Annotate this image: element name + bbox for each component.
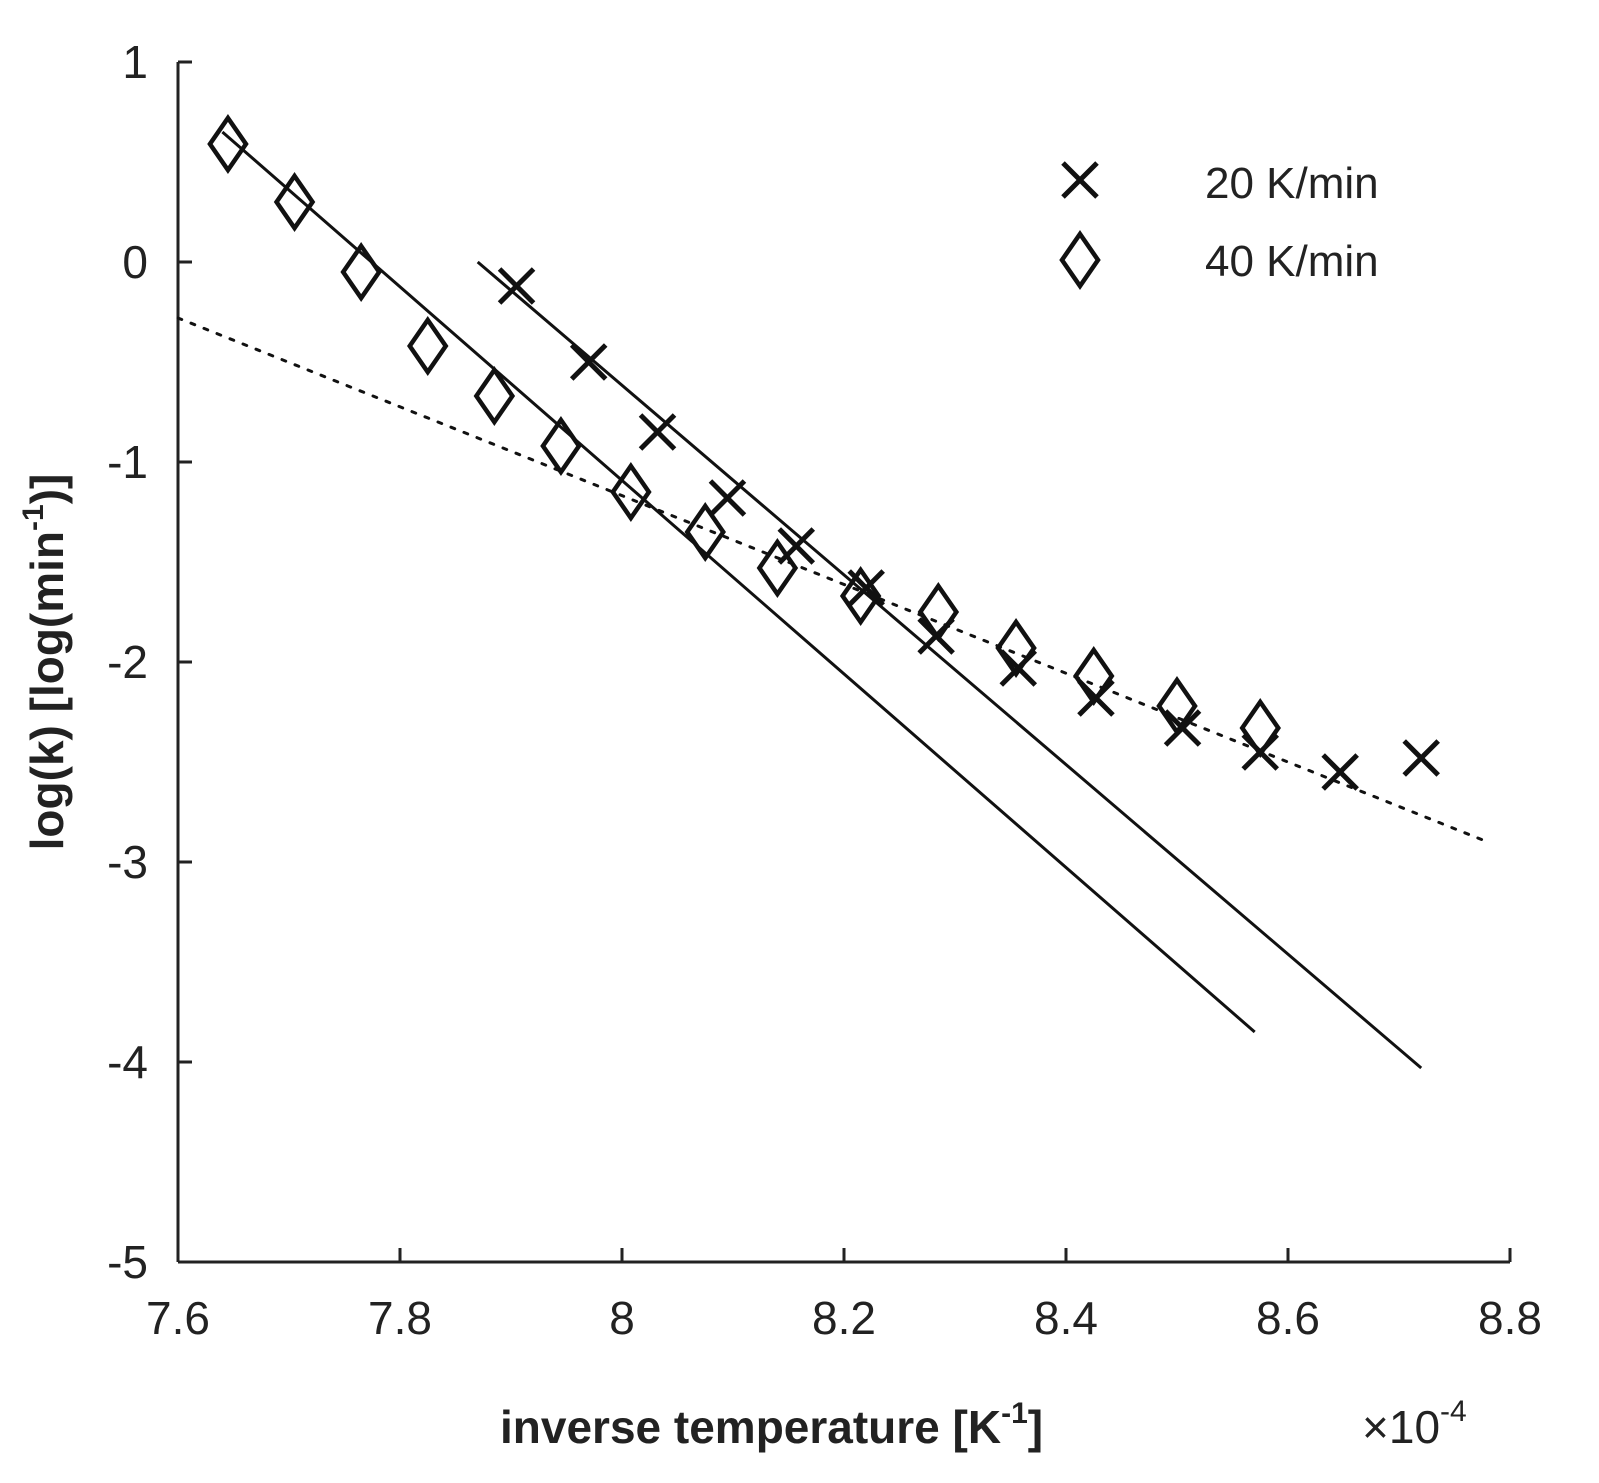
y-tick-label: 1 xyxy=(122,36,148,88)
y-tick-label: -1 xyxy=(107,436,148,488)
data-point-40k xyxy=(1156,676,1198,736)
data-point-20k xyxy=(1163,709,1202,747)
data-point-40k xyxy=(540,416,582,476)
x-axis-title-main: inverse temperature [K xyxy=(500,1401,1001,1453)
y-axis-title: log(k) [log(min-1)] xyxy=(17,474,73,851)
fit-line xyxy=(476,260,1423,1070)
fit-line xyxy=(176,316,1490,844)
x-marker-stroke xyxy=(638,413,677,451)
x-marker-stroke xyxy=(1402,739,1440,777)
fit-line xyxy=(221,130,1256,1034)
x-tick-label: 8.6 xyxy=(1256,1292,1320,1344)
x-multiplier-base: ×10 xyxy=(1362,1401,1440,1453)
data-point-40k xyxy=(917,582,960,642)
data-point-20k xyxy=(497,267,536,305)
legend-label-20k: 20 K/min xyxy=(1205,159,1379,208)
fit-lines xyxy=(176,130,1490,1070)
x-tick-label: 8.4 xyxy=(1034,1292,1098,1344)
x-marker-stroke xyxy=(847,569,885,607)
data-point-40k xyxy=(995,618,1037,678)
legend-entry-20k: 20 K/min xyxy=(1061,159,1379,208)
x-multiplier-exp: -4 xyxy=(1440,1395,1467,1428)
data-point-20k xyxy=(1321,753,1359,791)
x-axis-title: inverse temperature [K-1] xyxy=(500,1397,1043,1453)
legend-marker-x xyxy=(1061,161,1099,199)
data-point-40k xyxy=(207,114,249,174)
data-point-40k xyxy=(839,566,882,626)
x-marker-stroke xyxy=(1321,753,1359,791)
data-point-40k xyxy=(756,538,799,598)
y-axis-title-close: )] xyxy=(21,474,73,505)
data-markers xyxy=(207,114,1440,791)
legend-marker-diamond xyxy=(1059,230,1101,290)
data-point-20k xyxy=(569,343,608,381)
data-point-40k xyxy=(273,172,316,232)
data-point-20k xyxy=(777,527,816,565)
x-tick-label: 8.2 xyxy=(812,1292,876,1344)
data-point-20k xyxy=(708,479,747,517)
x-marker-stroke xyxy=(569,343,608,381)
data-point-40k xyxy=(340,242,382,302)
x-marker-stroke xyxy=(777,527,816,565)
x-marker-stroke xyxy=(497,267,536,305)
data-point-40k xyxy=(610,462,652,522)
x-axis-title-close: ] xyxy=(1028,1401,1043,1453)
data-point-40k xyxy=(1239,698,1281,758)
data-point-20k xyxy=(638,413,677,451)
legend-entry-40k: 40 K/min xyxy=(1059,230,1379,290)
y-axis-title-sup: -1 xyxy=(17,504,50,531)
data-point-40k xyxy=(407,316,449,376)
x-marker-stroke xyxy=(1163,709,1202,747)
data-point-40k xyxy=(684,502,726,562)
data-point-20k xyxy=(1402,739,1440,777)
x-tick-label: 8.8 xyxy=(1478,1292,1542,1344)
x-tick-label: 7.6 xyxy=(146,1292,210,1344)
data-point-40k xyxy=(1073,646,1115,706)
x-marker-stroke xyxy=(708,479,747,517)
x-multiplier-label: ×10-4 xyxy=(1362,1395,1467,1453)
x-marker-stroke xyxy=(1061,161,1099,199)
x-tick-label: 8 xyxy=(609,1292,635,1344)
y-axis-title-main: log(k) [log(min xyxy=(21,531,73,850)
y-tick-label: 0 xyxy=(122,236,148,288)
y-tick-label: -4 xyxy=(107,1036,148,1088)
y-tick-label: -5 xyxy=(107,1236,148,1288)
legend-label-40k: 40 K/min xyxy=(1205,237,1379,286)
data-point-40k xyxy=(473,366,516,426)
x-axis-title-sup: -1 xyxy=(1001,1397,1028,1430)
y-tick-label: -3 xyxy=(107,836,148,888)
axes: 1 0 -1 -2 -3 -4 -57.6 7.8 8 8.2 8.4 8.6 8.8 xyxy=(107,36,1542,1344)
x-tick-label: 7.8 xyxy=(368,1292,432,1344)
y-tick-label: -2 xyxy=(107,636,148,688)
legend: 20 K/min 40 K/min xyxy=(1059,159,1379,290)
axis-titles: inverse temperature [K-1] ×10-4 log(k) [… xyxy=(17,474,1467,1453)
